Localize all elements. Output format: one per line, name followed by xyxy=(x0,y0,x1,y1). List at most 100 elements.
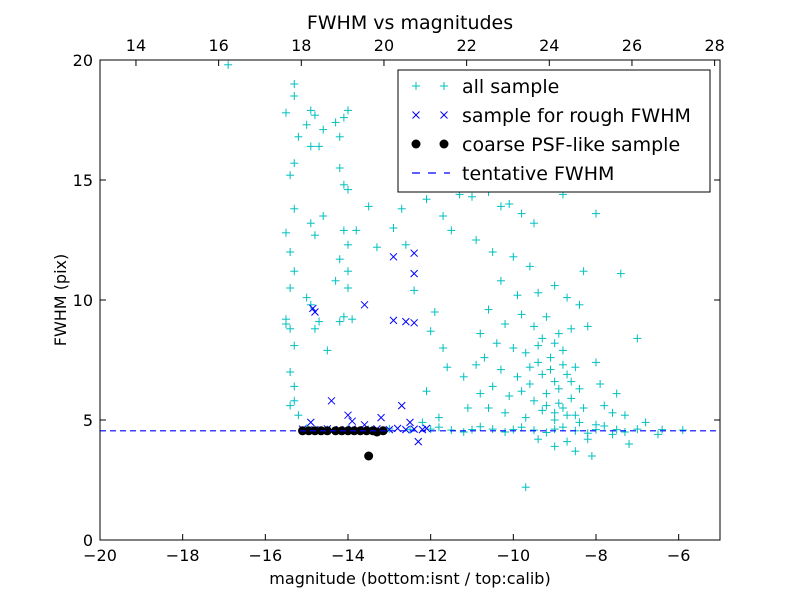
top-tick-label: 14 xyxy=(126,36,146,55)
all-sample-point xyxy=(525,363,534,372)
y-tick-label: 15 xyxy=(73,171,93,190)
x-tick-label: −6 xyxy=(667,546,691,565)
legend-label-all: all sample xyxy=(462,76,559,98)
all-sample-point xyxy=(542,428,551,437)
all-sample-point xyxy=(554,399,563,408)
all-sample-point xyxy=(579,404,588,412)
all-sample-point xyxy=(319,212,328,220)
coarse-psf-point xyxy=(343,426,353,436)
y-tick-label: 10 xyxy=(73,291,93,310)
x-axis-label: magnitude (bottom:isnt / top:calib) xyxy=(269,569,550,588)
all-sample-point xyxy=(447,226,456,235)
legend-marker-rough-fwhm-point xyxy=(412,111,420,119)
all-sample-point xyxy=(550,416,559,424)
all-sample-point xyxy=(530,426,538,435)
all-sample-point xyxy=(538,406,547,415)
all-sample-point xyxy=(558,360,567,369)
top-tick-label: 18 xyxy=(291,36,311,55)
all-sample-point xyxy=(492,339,501,348)
all-sample-point xyxy=(542,389,551,398)
all-sample-point xyxy=(571,411,580,420)
rough-fwhm-point xyxy=(410,425,418,433)
x-tick-label: −16 xyxy=(248,546,282,565)
all-sample-point xyxy=(290,267,299,276)
all-sample-point xyxy=(563,411,572,420)
all-sample-point xyxy=(426,425,435,434)
all-sample-point xyxy=(600,422,609,430)
top-tick-label: 26 xyxy=(622,36,642,55)
all-sample-point xyxy=(654,430,662,439)
all-sample-point xyxy=(310,231,319,240)
all-sample-point xyxy=(331,118,340,127)
all-sample-point xyxy=(290,396,299,405)
all-sample-point xyxy=(575,300,584,309)
all-sample-point xyxy=(290,159,299,168)
rough-fwhm-point xyxy=(402,317,410,326)
all-sample-point xyxy=(439,344,448,352)
all-sample-point xyxy=(625,440,634,448)
all-sample-point xyxy=(496,365,505,374)
all-sample-point xyxy=(505,200,514,208)
x-tick-label: −14 xyxy=(331,546,365,565)
all-sample-point xyxy=(563,293,572,302)
all-sample-point xyxy=(546,353,555,362)
all-sample-point xyxy=(501,320,510,328)
all-sample-point xyxy=(488,248,497,256)
all-sample-point xyxy=(339,180,348,189)
all-sample-point xyxy=(476,329,485,338)
all-sample-point xyxy=(422,387,431,396)
all-sample-point xyxy=(538,370,547,379)
x-tick-label: −8 xyxy=(584,546,608,565)
all-sample-point xyxy=(397,204,406,213)
all-sample-point xyxy=(426,327,435,336)
all-sample-point xyxy=(422,195,431,204)
all-sample-point xyxy=(372,243,381,252)
legend: all sample sample for rough FWHM coarse … xyxy=(397,69,711,193)
all-sample-point xyxy=(282,228,290,237)
all-sample-point xyxy=(542,312,551,321)
rough-fwhm-point xyxy=(309,304,317,313)
all-sample-point xyxy=(306,219,315,228)
all-sample-point xyxy=(534,341,543,350)
rough-fwhm-point xyxy=(410,269,418,278)
rough-fwhm-point xyxy=(414,437,423,446)
all-sample-point xyxy=(558,346,567,355)
y-tick-label: 5 xyxy=(83,411,93,430)
y-axis-label: FWHM (pix) xyxy=(51,254,70,347)
rough-fwhm-point xyxy=(360,300,369,309)
coarse-psf-point xyxy=(362,426,372,436)
all-sample-point xyxy=(310,324,319,333)
coarse-psf-point xyxy=(364,451,374,461)
all-sample-point xyxy=(302,120,311,129)
all-sample-point xyxy=(306,300,315,309)
x-tick-label: −12 xyxy=(414,546,448,565)
rough-fwhm-point xyxy=(410,249,418,258)
all-sample-point xyxy=(406,425,414,434)
all-sample-point xyxy=(678,426,687,435)
y-tick-label: 0 xyxy=(83,531,93,550)
all-sample-point xyxy=(290,341,299,350)
all-sample-point xyxy=(600,401,609,410)
all-sample-point xyxy=(567,377,576,386)
all-sample-point xyxy=(290,80,299,88)
all-sample-point xyxy=(633,334,642,343)
all-sample-point xyxy=(286,324,295,333)
all-sample-point xyxy=(344,267,352,276)
all-sample-point xyxy=(496,276,505,285)
all-sample-point xyxy=(286,368,295,376)
all-sample-point xyxy=(418,418,427,427)
all-sample-point xyxy=(476,422,485,431)
all-sample-point xyxy=(554,329,563,338)
legend-marker-all-sample-point xyxy=(440,82,448,90)
all-sample-point xyxy=(459,428,468,436)
all-sample-point xyxy=(339,226,348,235)
all-sample-point xyxy=(472,236,481,244)
x-tick-label: −20 xyxy=(83,546,117,565)
all-sample-point xyxy=(575,418,584,427)
all-sample-point xyxy=(315,142,324,151)
all-sample-point xyxy=(509,344,518,352)
all-sample-point xyxy=(484,404,493,412)
all-sample-point xyxy=(530,396,538,405)
all-sample-point xyxy=(488,382,497,391)
